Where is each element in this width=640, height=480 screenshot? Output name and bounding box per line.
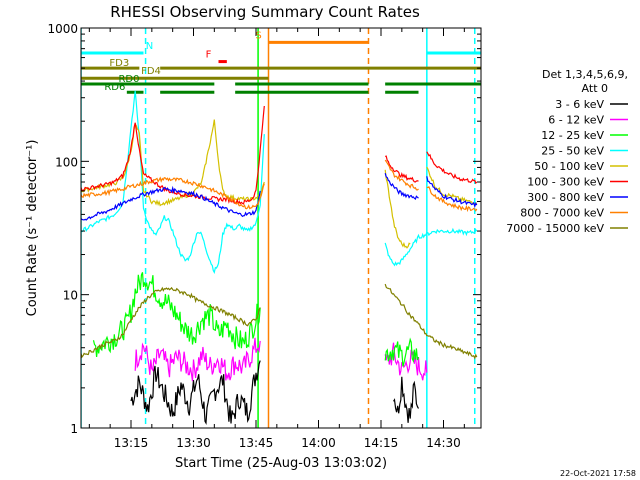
series-line-2 — [92, 272, 261, 357]
series-line-3 — [384, 227, 478, 267]
series-line-5 — [81, 105, 265, 206]
flag-label-s: S — [255, 30, 261, 41]
series-line-0 — [393, 376, 420, 423]
y-axis-label: Count Rate (s⁻¹ detector⁻¹) — [25, 140, 40, 317]
series-line-8 — [81, 286, 261, 359]
series-line-6 — [81, 185, 261, 221]
legend-entry-label: 7000 - 15000 keV — [506, 222, 604, 235]
x-tick-label: 13:15 — [114, 436, 149, 450]
legend-entry-label: 6 - 12 keV — [548, 114, 604, 127]
y-tick-label: 100 — [55, 155, 78, 169]
legend-header-line1: Det 1,3,4,5,6,9, — [542, 68, 628, 81]
series-line-8 — [384, 283, 478, 360]
x-tick-label: 13:30 — [176, 436, 211, 450]
series-line-4 — [384, 169, 411, 249]
flag-label-rd0: RD0 — [118, 74, 139, 85]
x-axis-label: Start Time (25-Aug-03 13:03:02) — [175, 456, 387, 471]
date-stamp: 22-Oct-2021 17:58 — [560, 469, 636, 478]
series-lines — [81, 90, 478, 425]
x-tick-label: 14:30 — [426, 436, 461, 450]
legend: Det 1,3,4,5,6,9,Att 0 3 - 6 keV 6 - 12 keV… — [506, 68, 628, 235]
legend-entry-label: 100 - 300 keV — [527, 176, 604, 189]
flag-label-f: F — [206, 50, 212, 61]
series-line-5 — [426, 151, 478, 185]
legend-entry-label: 50 - 100 keV — [534, 160, 604, 173]
series-line-0 — [130, 360, 261, 425]
legend-entry-label: 800 - 7000 keV — [520, 207, 604, 220]
series-line-5 — [385, 155, 419, 183]
flag-label-rd6: RD6 — [104, 82, 125, 93]
series-line-7 — [81, 176, 265, 210]
series-line-2 — [384, 337, 420, 367]
series-line-7 — [426, 186, 478, 213]
axes: 1 10 100 1000 13:15 13:30 13:45 14:00 14:15 14:30 — [47, 22, 481, 450]
series-line-1 — [134, 337, 261, 382]
vertical-markers — [81, 28, 476, 428]
x-tick-label: 14:00 — [301, 436, 336, 450]
legend-entry-label: 12 - 25 keV — [541, 129, 604, 142]
chart-title: RHESSI Observing Summary Count Rates — [110, 3, 420, 21]
x-tick-label: 13:45 — [239, 436, 274, 450]
plot-frame — [80, 27, 482, 429]
series-line-3 — [81, 90, 265, 274]
series-line-4 — [426, 166, 478, 206]
legend-header-line2: Att 0 — [582, 82, 608, 95]
y-tick-label: 1 — [70, 422, 78, 436]
flag-label-n: N — [146, 41, 153, 52]
y-tick-label: 1000 — [47, 22, 78, 36]
series-line-6 — [426, 176, 478, 209]
flag-label-fd3: FD3 — [109, 58, 129, 69]
legend-entry-label: 25 - 50 keV — [541, 145, 604, 158]
legend-entry-label: 300 - 800 keV — [527, 191, 604, 204]
x-tick-label: 14:15 — [364, 436, 399, 450]
series-line-7 — [384, 159, 419, 191]
flag-label-fd4: FD4 — [141, 66, 161, 77]
series-line-6 — [384, 173, 419, 200]
series-line-1 — [384, 342, 428, 381]
legend-entry-label: 3 - 6 keV — [555, 98, 604, 111]
y-tick-label: 10 — [63, 289, 78, 303]
